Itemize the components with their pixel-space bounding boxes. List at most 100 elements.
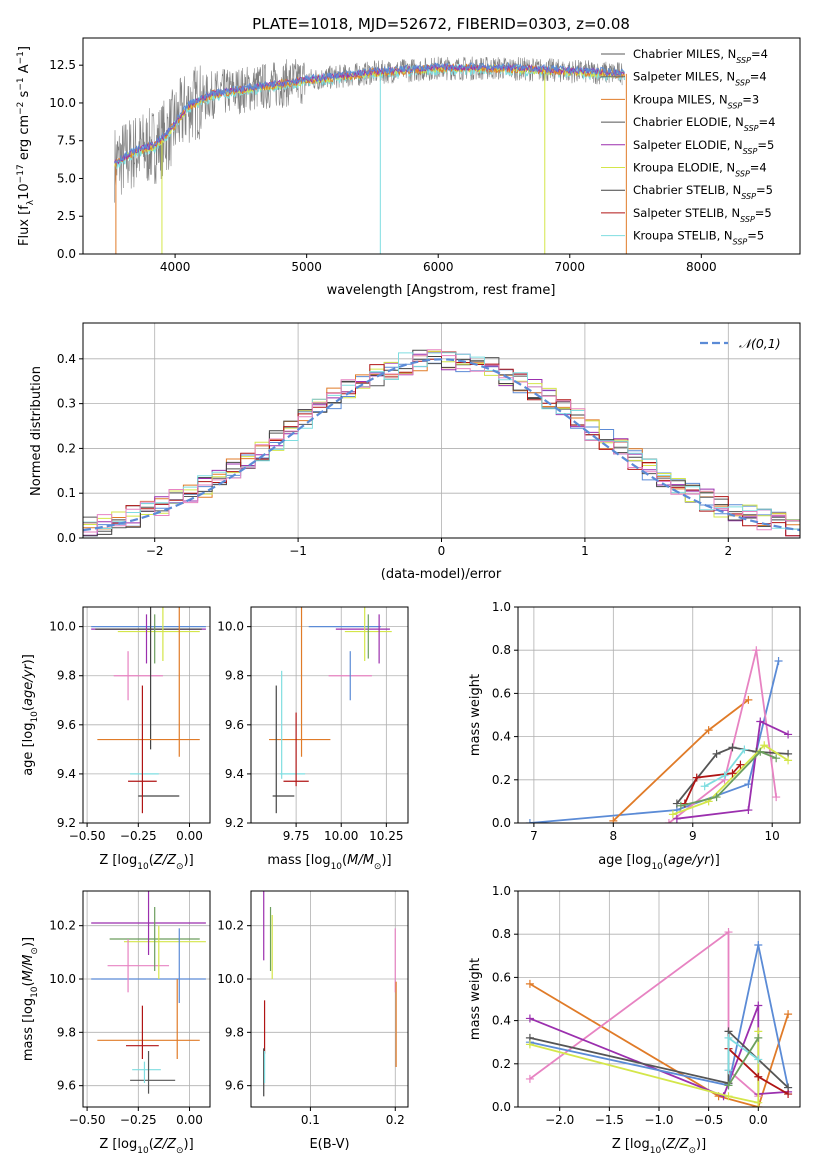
weight-point-marker xyxy=(712,749,721,758)
weight-series-line xyxy=(727,1037,760,1086)
panel-age-mass: 9.75 10.00 10.25 9.2 9.4 9.6 9.8 10.0 mass [log1… xyxy=(217,606,409,872)
weight-point-marker xyxy=(724,1081,733,1090)
weight-point-marker xyxy=(668,810,677,819)
y-tick-label: 10.2 xyxy=(217,919,244,933)
y-axis-label: mass weight xyxy=(468,674,483,756)
x-tick-label: 10.25 xyxy=(369,829,403,843)
x-tick-label: 6000 xyxy=(423,260,454,274)
weight-point-marker xyxy=(712,793,721,802)
gaussian-curve xyxy=(83,358,800,532)
x-axis-label: Z [log10(Z/Z⊙)] xyxy=(99,1137,193,1156)
y-tick-label: 9.4 xyxy=(57,767,76,781)
y-tick-label: 0.8 xyxy=(492,927,511,941)
x-tick-label: 7 xyxy=(530,829,538,843)
y-tick-label: 2.5 xyxy=(57,209,76,223)
panel-weight-Z: −2.0 −1.5 −1.0 −0.5 0.0 0.0 0.2 0.4 0.6 0.8 1.0 mas… xyxy=(468,884,801,1156)
y-tick-label: 0.6 xyxy=(492,970,511,984)
y-tick-label: 0.0 xyxy=(57,531,76,545)
x-tick-label: 2 xyxy=(724,544,732,558)
y-tick-label: 0.4 xyxy=(492,1014,511,1028)
weight-point-marker xyxy=(772,754,781,763)
y-tick-label: 9.8 xyxy=(57,669,76,683)
weight-point-marker xyxy=(760,741,769,750)
weight-point-marker xyxy=(609,816,618,823)
weight-point-marker xyxy=(692,773,701,782)
weight-point-marker xyxy=(754,1072,763,1081)
y-tick-label: 0.4 xyxy=(57,352,76,366)
y-tick-label: 0.3 xyxy=(57,397,76,411)
weight-point-marker xyxy=(754,941,763,949)
y-tick-label: 10.0 xyxy=(217,620,244,634)
y-tick-label: 9.2 xyxy=(57,816,76,830)
weight-point-marker xyxy=(784,1010,793,1019)
weight-point-marker xyxy=(728,743,737,752)
weight-point-marker xyxy=(724,1033,733,1042)
weight-point-marker xyxy=(784,756,793,765)
legend-entry: Salpeter ELODIE, NSSP=5 xyxy=(633,138,774,156)
panel-residual-hist: −2 −1 0 1 2 0.0 0.1 0.2 0.3 0.4 𝒩(0,1) (data-model)… xyxy=(29,322,801,582)
y-tick-label: 0.8 xyxy=(492,643,511,657)
x-tick-label: 4000 xyxy=(160,260,191,274)
spectrum-model-line xyxy=(114,61,625,166)
legend-entry: Kroupa ELODIE, NSSP=4 xyxy=(633,161,767,179)
x-tick-label: 0.1 xyxy=(301,1113,320,1127)
y-tick-label: 9.8 xyxy=(225,1025,244,1039)
legend-entry: Chabrier MILES, NSSP=4 xyxy=(633,47,768,65)
plot-area-weight-Z xyxy=(518,891,800,1107)
x-tick-label: −2 xyxy=(146,544,164,558)
weight-point-marker xyxy=(525,1014,534,1023)
x-tick-label: 0.00 xyxy=(176,829,203,843)
x-tick-label: 8 xyxy=(610,829,618,843)
weight-point-marker xyxy=(672,814,681,823)
y-tick-label: 9.6 xyxy=(225,1079,244,1093)
legend-entry: Chabrier ELODIE, NSSP=4 xyxy=(633,115,775,133)
x-tick-label: 8000 xyxy=(686,260,717,274)
plot-area-spectrum xyxy=(114,56,627,254)
y-tick-label: 1.0 xyxy=(492,600,511,614)
y-tick-label: 0.2 xyxy=(492,1057,511,1071)
weight-point-marker xyxy=(724,928,733,937)
y-tick-label: 9.4 xyxy=(225,767,244,781)
panel-weight-age: 7 8 9 10 0.0 0.2 0.4 0.6 0.8 1.0 mass weight age [l… xyxy=(468,600,801,872)
x-axis-label: Z [log10(Z/Z⊙)] xyxy=(612,1137,706,1156)
spectrum-data-line xyxy=(114,56,623,203)
weight-point-marker xyxy=(754,1098,763,1107)
x-tick-label: 0 xyxy=(438,544,446,558)
weight-point-marker xyxy=(704,726,713,735)
x-tick-label: 5000 xyxy=(291,260,322,274)
y-tick-label: 0.0 xyxy=(492,816,511,830)
x-tick-label: 9 xyxy=(689,829,697,843)
legend-entry: Salpeter MILES, NSSP=4 xyxy=(633,70,767,88)
panel-mass-Z: −0.50 −0.25 0.00 9.6 9.8 10.0 10.2 Z [log10(Z/Z… xyxy=(21,890,211,1156)
plot-area-age-mass xyxy=(251,607,408,823)
y-tick-label: 1.0 xyxy=(492,884,511,898)
y-tick-label: 0.2 xyxy=(492,773,511,787)
x-axis-label: age [log10(age/yr)] xyxy=(598,853,720,872)
x-tick-label: −0.50 xyxy=(69,1113,106,1127)
x-axis-label: E(B-V) xyxy=(309,1137,349,1152)
x-axis-label: Z [log10(Z/Z⊙)] xyxy=(99,853,193,872)
weight-point-marker xyxy=(756,747,765,756)
x-tick-label: 9.75 xyxy=(283,829,310,843)
plot-area-age-Z xyxy=(83,607,210,823)
x-tick-label: −0.25 xyxy=(120,1113,157,1127)
plot-area-weight-age xyxy=(518,607,800,823)
y-tick-label: 9.2 xyxy=(225,816,244,830)
weight-point-marker xyxy=(724,1092,733,1101)
x-tick-label: 0.00 xyxy=(176,1113,203,1127)
weight-point-marker xyxy=(740,745,749,754)
weight-point-marker xyxy=(774,657,783,665)
weight-point-marker xyxy=(720,771,729,780)
y-axis-label: age [log10(age/yr)] xyxy=(21,654,40,776)
x-tick-label: −0.25 xyxy=(120,829,157,843)
x-tick-label: 0.2 xyxy=(386,1113,405,1127)
axes-frame xyxy=(517,606,801,824)
weight-point-marker xyxy=(664,819,673,823)
y-tick-label: 10.0 xyxy=(49,620,76,634)
panel-age-Z: −0.50 −0.25 0.00 9.2 9.4 9.6 9.8 10.0 Z [log10(Z… xyxy=(21,606,211,872)
panel-mass-ebv: 0.1 0.2 9.6 9.8 10.0 10.2 E(B-V) xyxy=(217,890,409,1152)
y-tick-label: 9.8 xyxy=(57,1025,76,1039)
y-tick-label: 0.4 xyxy=(492,730,511,744)
y-tick-label: 7.5 xyxy=(57,134,76,148)
y-tick-label: 0.1 xyxy=(57,486,76,500)
